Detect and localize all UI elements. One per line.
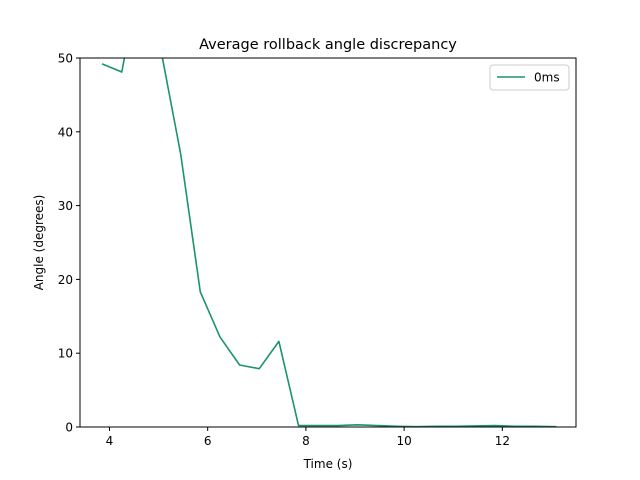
legend-box <box>489 64 570 91</box>
legend: 0ms <box>489 64 570 91</box>
y-tick-label: 30 <box>58 199 73 213</box>
legend-label-0ms: 0ms <box>534 71 560 85</box>
y-tick-label: 10 <box>58 347 73 361</box>
plot-area <box>80 58 576 427</box>
plot-frame <box>79 57 577 428</box>
x-tick-label: 4 <box>106 434 114 448</box>
x-tick-label: 10 <box>396 434 411 448</box>
y-tick-label: 40 <box>58 125 73 139</box>
x-tick-label: 6 <box>204 434 212 448</box>
chart-title: Average rollback angle discrepancy <box>199 37 457 53</box>
y-axis-label: Angle (degrees) <box>32 195 46 291</box>
x-tick-label: 8 <box>302 434 310 448</box>
y-tick-label: 0 <box>65 421 73 435</box>
x-axis-ticks: 4 6 8 10 12 <box>106 427 510 448</box>
y-axis-ticks: 0 10 20 30 40 50 <box>58 52 80 435</box>
series-line-0ms <box>101 58 557 427</box>
x-axis-label: Time (s) <box>303 457 353 471</box>
series-layer <box>101 58 557 427</box>
y-tick-label: 50 <box>58 52 73 66</box>
y-tick-label: 20 <box>58 273 73 287</box>
x-tick-label: 12 <box>495 434 510 448</box>
